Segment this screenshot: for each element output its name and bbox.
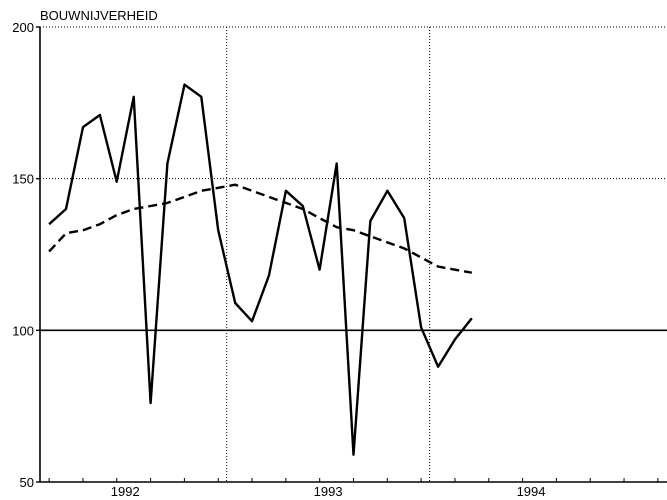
series-line-0-solid [49,85,472,455]
x-tick-label-2: 1994 [517,484,546,499]
y-tick-label-3: 200 [12,20,34,35]
y-tick-label-1: 100 [12,323,34,338]
series-line-1-dashed [49,185,472,273]
grid-layer [40,27,667,482]
chart-title: BOUWNIJVERHEID [40,8,158,23]
y-tick-label-2: 150 [12,172,34,187]
x-tick-label-1: 1993 [314,484,343,499]
y-tick-label-0: 50 [20,475,34,490]
x-tick-label-0: 1992 [111,484,140,499]
label-layer: 50 100 150 200 1992 1993 1994 [12,20,545,499]
series-layer [49,85,472,455]
